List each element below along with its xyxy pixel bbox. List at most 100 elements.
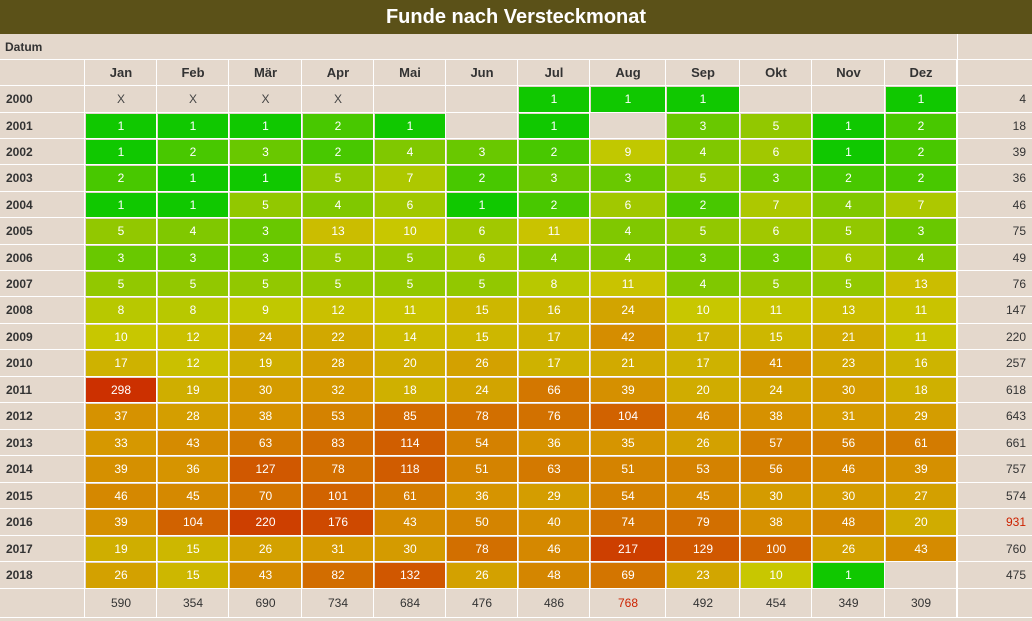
heat-cell-2005-3: 3 xyxy=(230,219,301,244)
grid-column-line xyxy=(228,60,229,618)
row-total-2016: 931 xyxy=(1005,515,1026,529)
heat-cell-2005-10: 6 xyxy=(741,219,811,244)
grid-column-line xyxy=(884,60,885,618)
month-header-12: Dez xyxy=(885,60,957,86)
row-total-2001: 18 xyxy=(1012,119,1026,133)
row-total-2012: 643 xyxy=(1005,409,1026,423)
heat-cell-2008-4: 12 xyxy=(303,298,373,323)
heat-cell-2017-6: 78 xyxy=(447,537,517,561)
row-label-2018: 2018 xyxy=(6,568,33,582)
heat-cell-2002-6: 3 xyxy=(447,140,517,164)
heat-cell-2018-3: 43 xyxy=(230,563,301,588)
heat-cell-2017-1: 19 xyxy=(86,537,156,561)
heat-cell-2002-10: 6 xyxy=(741,140,811,164)
grid-row-line xyxy=(0,112,1032,113)
heat-cell-2014-4: 78 xyxy=(303,457,373,482)
heat-cell-2017-2: 15 xyxy=(158,537,228,561)
heat-cell-2013-3: 63 xyxy=(230,431,301,455)
heat-cell-2009-5: 14 xyxy=(375,325,445,349)
heat-cell-2015-2: 45 xyxy=(158,484,228,508)
heat-cell-2010-2: 12 xyxy=(158,351,228,376)
grid-column-line xyxy=(84,60,85,618)
heat-cell-2005-6: 6 xyxy=(447,219,517,244)
heat-cell-2017-9: 129 xyxy=(667,537,739,561)
heat-cell-2014-6: 51 xyxy=(447,457,517,482)
heat-cell-2018-4: 82 xyxy=(303,563,373,588)
heat-cell-2012-10: 38 xyxy=(741,404,811,429)
heat-cell-2004-11: 4 xyxy=(813,193,884,217)
column-total-1: 590 xyxy=(110,596,132,610)
heat-cell-2017-3: 26 xyxy=(230,537,301,561)
heat-cell-2005-8: 4 xyxy=(591,219,665,244)
heat-cell-2006-7: 4 xyxy=(519,246,589,270)
heat-cell-2014-2: 36 xyxy=(158,457,228,482)
grid-column-line xyxy=(517,60,518,618)
heat-cell-2014-10: 56 xyxy=(741,457,811,482)
grid-column-line xyxy=(156,60,157,618)
column-total-11: 349 xyxy=(838,596,859,610)
column-total-6: 476 xyxy=(471,596,493,610)
month-header-5: Mai xyxy=(374,60,446,86)
heat-cell-2015-5: 61 xyxy=(375,484,445,508)
heat-cell-2013-2: 43 xyxy=(158,431,228,455)
heat-cell-2016-4: 176 xyxy=(303,510,373,535)
heat-cell-2008-8: 24 xyxy=(591,298,665,323)
grid-row-line xyxy=(0,164,1032,165)
heat-cell-2001-10: 5 xyxy=(741,114,811,138)
row-label-2016: 2016 xyxy=(6,515,33,529)
heat-cell-2003-5: 7 xyxy=(375,166,445,191)
heat-cell-2001-6 xyxy=(447,114,517,138)
heat-cell-2015-8: 54 xyxy=(591,484,665,508)
heat-cell-2000-2: X xyxy=(158,87,228,112)
heat-cell-2003-12: 2 xyxy=(886,166,956,191)
heat-cell-2008-7: 16 xyxy=(519,298,589,323)
grid-column-line xyxy=(957,34,958,618)
heat-cell-2002-2: 2 xyxy=(158,140,228,164)
row-total-2010: 257 xyxy=(1005,356,1026,370)
column-total-3: 690 xyxy=(255,596,276,610)
heat-cell-2002-3: 3 xyxy=(230,140,301,164)
heat-cell-2012-2: 28 xyxy=(158,404,228,429)
grid-row-line xyxy=(0,85,1032,86)
heat-cell-2012-11: 31 xyxy=(813,404,884,429)
heat-cell-2006-8: 4 xyxy=(591,246,665,270)
row-label-2015: 2015 xyxy=(6,489,33,503)
row-label-2011: 2011 xyxy=(6,383,33,397)
heat-cell-2007-2: 5 xyxy=(158,272,228,296)
heat-cell-2011-7: 66 xyxy=(519,378,589,402)
column-total-8: 768 xyxy=(617,596,639,610)
heat-cell-2001-9: 3 xyxy=(667,114,739,138)
heat-cell-2006-9: 3 xyxy=(667,246,739,270)
heat-cell-2008-10: 11 xyxy=(741,298,811,323)
heat-cell-2015-7: 29 xyxy=(519,484,589,508)
heat-cell-2011-11: 30 xyxy=(813,378,884,402)
heat-cell-2013-6: 54 xyxy=(447,431,517,455)
heat-cell-2006-5: 5 xyxy=(375,246,445,270)
row-label-2010: 2010 xyxy=(6,356,33,370)
row-label-2012: 2012 xyxy=(6,409,33,423)
heat-cell-2015-10: 30 xyxy=(741,484,811,508)
row-label-2001: 2001 xyxy=(6,119,33,133)
heat-cell-2011-5: 18 xyxy=(375,378,445,402)
heat-cell-2007-5: 5 xyxy=(375,272,445,296)
heat-cell-2002-5: 4 xyxy=(375,140,445,164)
heat-cell-2012-5: 85 xyxy=(375,404,445,429)
heat-cell-2005-1: 5 xyxy=(86,219,156,244)
heat-cell-2013-1: 33 xyxy=(86,431,156,455)
heat-cell-2003-6: 2 xyxy=(447,166,517,191)
heat-cell-2018-7: 48 xyxy=(519,563,589,588)
heat-cell-2004-12: 7 xyxy=(886,193,956,217)
row-label-2006: 2006 xyxy=(6,251,33,265)
heat-cell-2009-10: 15 xyxy=(741,325,811,349)
heat-cell-2013-10: 57 xyxy=(741,431,811,455)
row-total-2008: 147 xyxy=(1005,303,1026,317)
heat-cell-2005-12: 3 xyxy=(886,219,956,244)
heat-cell-2004-10: 7 xyxy=(741,193,811,217)
heat-cell-2017-11: 26 xyxy=(813,537,884,561)
heat-cell-2015-9: 45 xyxy=(667,484,739,508)
row-label-2004: 2004 xyxy=(6,198,33,212)
heat-cell-2001-1: 1 xyxy=(86,114,156,138)
row-total-2017: 760 xyxy=(1005,542,1026,556)
heat-cell-2018-8: 69 xyxy=(591,563,665,588)
heat-cell-2000-8: 1 xyxy=(591,87,665,112)
